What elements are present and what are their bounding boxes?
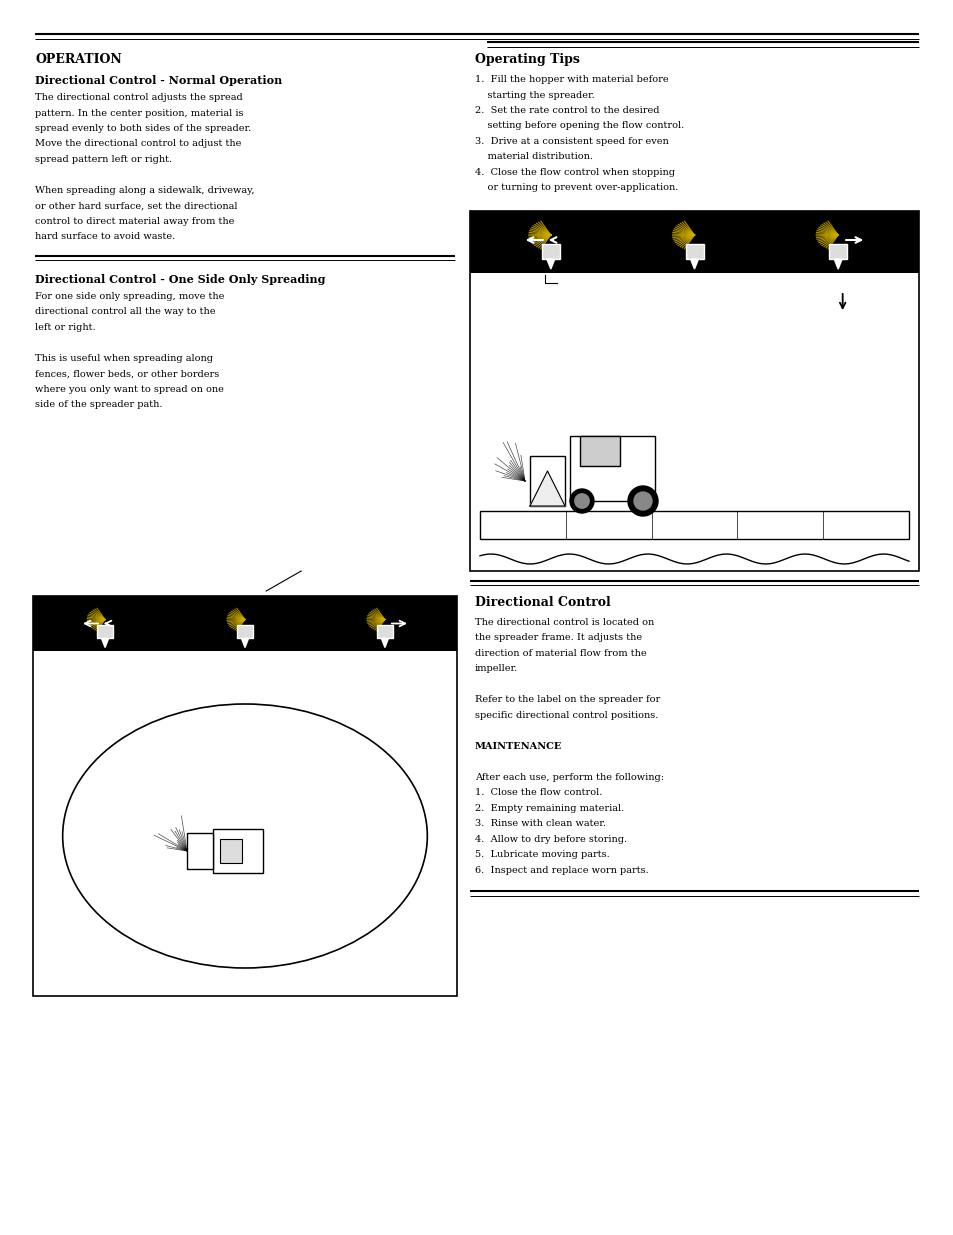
Text: spread pattern left or right.: spread pattern left or right. — [35, 156, 172, 164]
Text: setting before opening the flow control.: setting before opening the flow control. — [475, 121, 683, 131]
Text: Directional Control - Normal Operation: Directional Control - Normal Operation — [35, 75, 282, 86]
Bar — [33, 597, 456, 651]
Text: After each use, perform the following:: After each use, perform the following: — [475, 773, 663, 782]
Polygon shape — [833, 259, 841, 269]
Text: fences, flower beds, or other borders: fences, flower beds, or other borders — [35, 369, 219, 378]
Bar — [236, 625, 253, 638]
Text: or other hard surface, set the directional: or other hard surface, set the direction… — [35, 201, 237, 210]
Text: 4.  Allow to dry before storing.: 4. Allow to dry before storing. — [475, 835, 626, 844]
Bar — [828, 245, 846, 259]
Text: 1.  Fill the hopper with material before: 1. Fill the hopper with material before — [475, 75, 668, 84]
Text: pattern. In the center position, material is: pattern. In the center position, materia… — [35, 109, 243, 117]
Bar — [33, 597, 456, 995]
Text: directional control all the way to the: directional control all the way to the — [35, 308, 215, 316]
Polygon shape — [530, 471, 564, 506]
Circle shape — [569, 489, 594, 513]
Bar — [213, 829, 263, 873]
Text: OPERATION: OPERATION — [35, 53, 122, 65]
Text: This is useful when spreading along: This is useful when spreading along — [35, 354, 213, 363]
Bar — [376, 625, 393, 638]
Text: 6.  Inspect and replace worn parts.: 6. Inspect and replace worn parts. — [475, 866, 648, 876]
Bar — [579, 436, 619, 466]
Text: control to direct material away from the: control to direct material away from the — [35, 217, 234, 226]
Text: The directional control is located on: The directional control is located on — [475, 618, 654, 627]
Bar — [187, 832, 213, 869]
Text: 4.  Close the flow control when stopping: 4. Close the flow control when stopping — [475, 168, 675, 177]
Text: starting the spreader.: starting the spreader. — [475, 90, 594, 100]
Text: MAINTENANCE: MAINTENANCE — [475, 742, 561, 751]
Text: 5.  Lubricate moving parts.: 5. Lubricate moving parts. — [475, 851, 609, 860]
Text: hard surface to avoid waste.: hard surface to avoid waste. — [35, 232, 175, 242]
Bar — [220, 839, 242, 863]
Text: 3.  Drive at a consistent speed for even: 3. Drive at a consistent speed for even — [475, 137, 668, 146]
Text: Directional Control: Directional Control — [475, 597, 610, 609]
Polygon shape — [546, 259, 555, 269]
Circle shape — [575, 494, 589, 508]
Text: The directional control adjusts the spread: The directional control adjusts the spre… — [35, 93, 242, 103]
Text: impeller.: impeller. — [475, 664, 517, 673]
Bar — [470, 211, 918, 571]
Text: spread evenly to both sides of the spreader.: spread evenly to both sides of the sprea… — [35, 124, 251, 133]
Text: left or right.: left or right. — [35, 324, 95, 332]
Text: where you only want to spread on one: where you only want to spread on one — [35, 385, 224, 394]
Polygon shape — [241, 638, 248, 647]
Text: Refer to the label on the spreader for: Refer to the label on the spreader for — [475, 695, 659, 704]
Text: material distribution.: material distribution. — [475, 152, 593, 162]
Circle shape — [634, 492, 651, 510]
Bar — [479, 511, 908, 538]
Bar — [470, 211, 918, 273]
Polygon shape — [690, 259, 698, 269]
Bar — [541, 245, 559, 259]
Text: Operating Tips: Operating Tips — [475, 53, 579, 65]
Text: 2.  Set the rate control to the desired: 2. Set the rate control to the desired — [475, 106, 659, 115]
Text: For one side only spreading, move the: For one side only spreading, move the — [35, 291, 224, 301]
Text: Move the directional control to adjust the: Move the directional control to adjust t… — [35, 140, 241, 148]
Text: 3.  Rinse with clean water.: 3. Rinse with clean water. — [475, 820, 605, 829]
Text: direction of material flow from the: direction of material flow from the — [475, 650, 646, 658]
Text: When spreading along a sidewalk, driveway,: When spreading along a sidewalk, drivewa… — [35, 186, 254, 195]
Bar — [97, 625, 113, 638]
Text: specific directional control positions.: specific directional control positions. — [475, 711, 658, 720]
Text: the spreader frame. It adjusts the: the spreader frame. It adjusts the — [475, 634, 641, 642]
Polygon shape — [381, 638, 388, 647]
Text: Directional Control - One Side Only Spreading: Directional Control - One Side Only Spre… — [35, 274, 325, 285]
Bar — [530, 456, 564, 506]
Polygon shape — [101, 638, 109, 647]
Text: 1.  Close the flow control.: 1. Close the flow control. — [475, 788, 601, 798]
Text: or turning to prevent over-application.: or turning to prevent over-application. — [475, 184, 678, 193]
Ellipse shape — [63, 704, 427, 968]
Bar — [569, 436, 655, 501]
Circle shape — [627, 487, 658, 516]
Text: 2.  Empty remaining material.: 2. Empty remaining material. — [475, 804, 623, 813]
Bar — [685, 245, 702, 259]
Text: side of the spreader path.: side of the spreader path. — [35, 400, 162, 410]
